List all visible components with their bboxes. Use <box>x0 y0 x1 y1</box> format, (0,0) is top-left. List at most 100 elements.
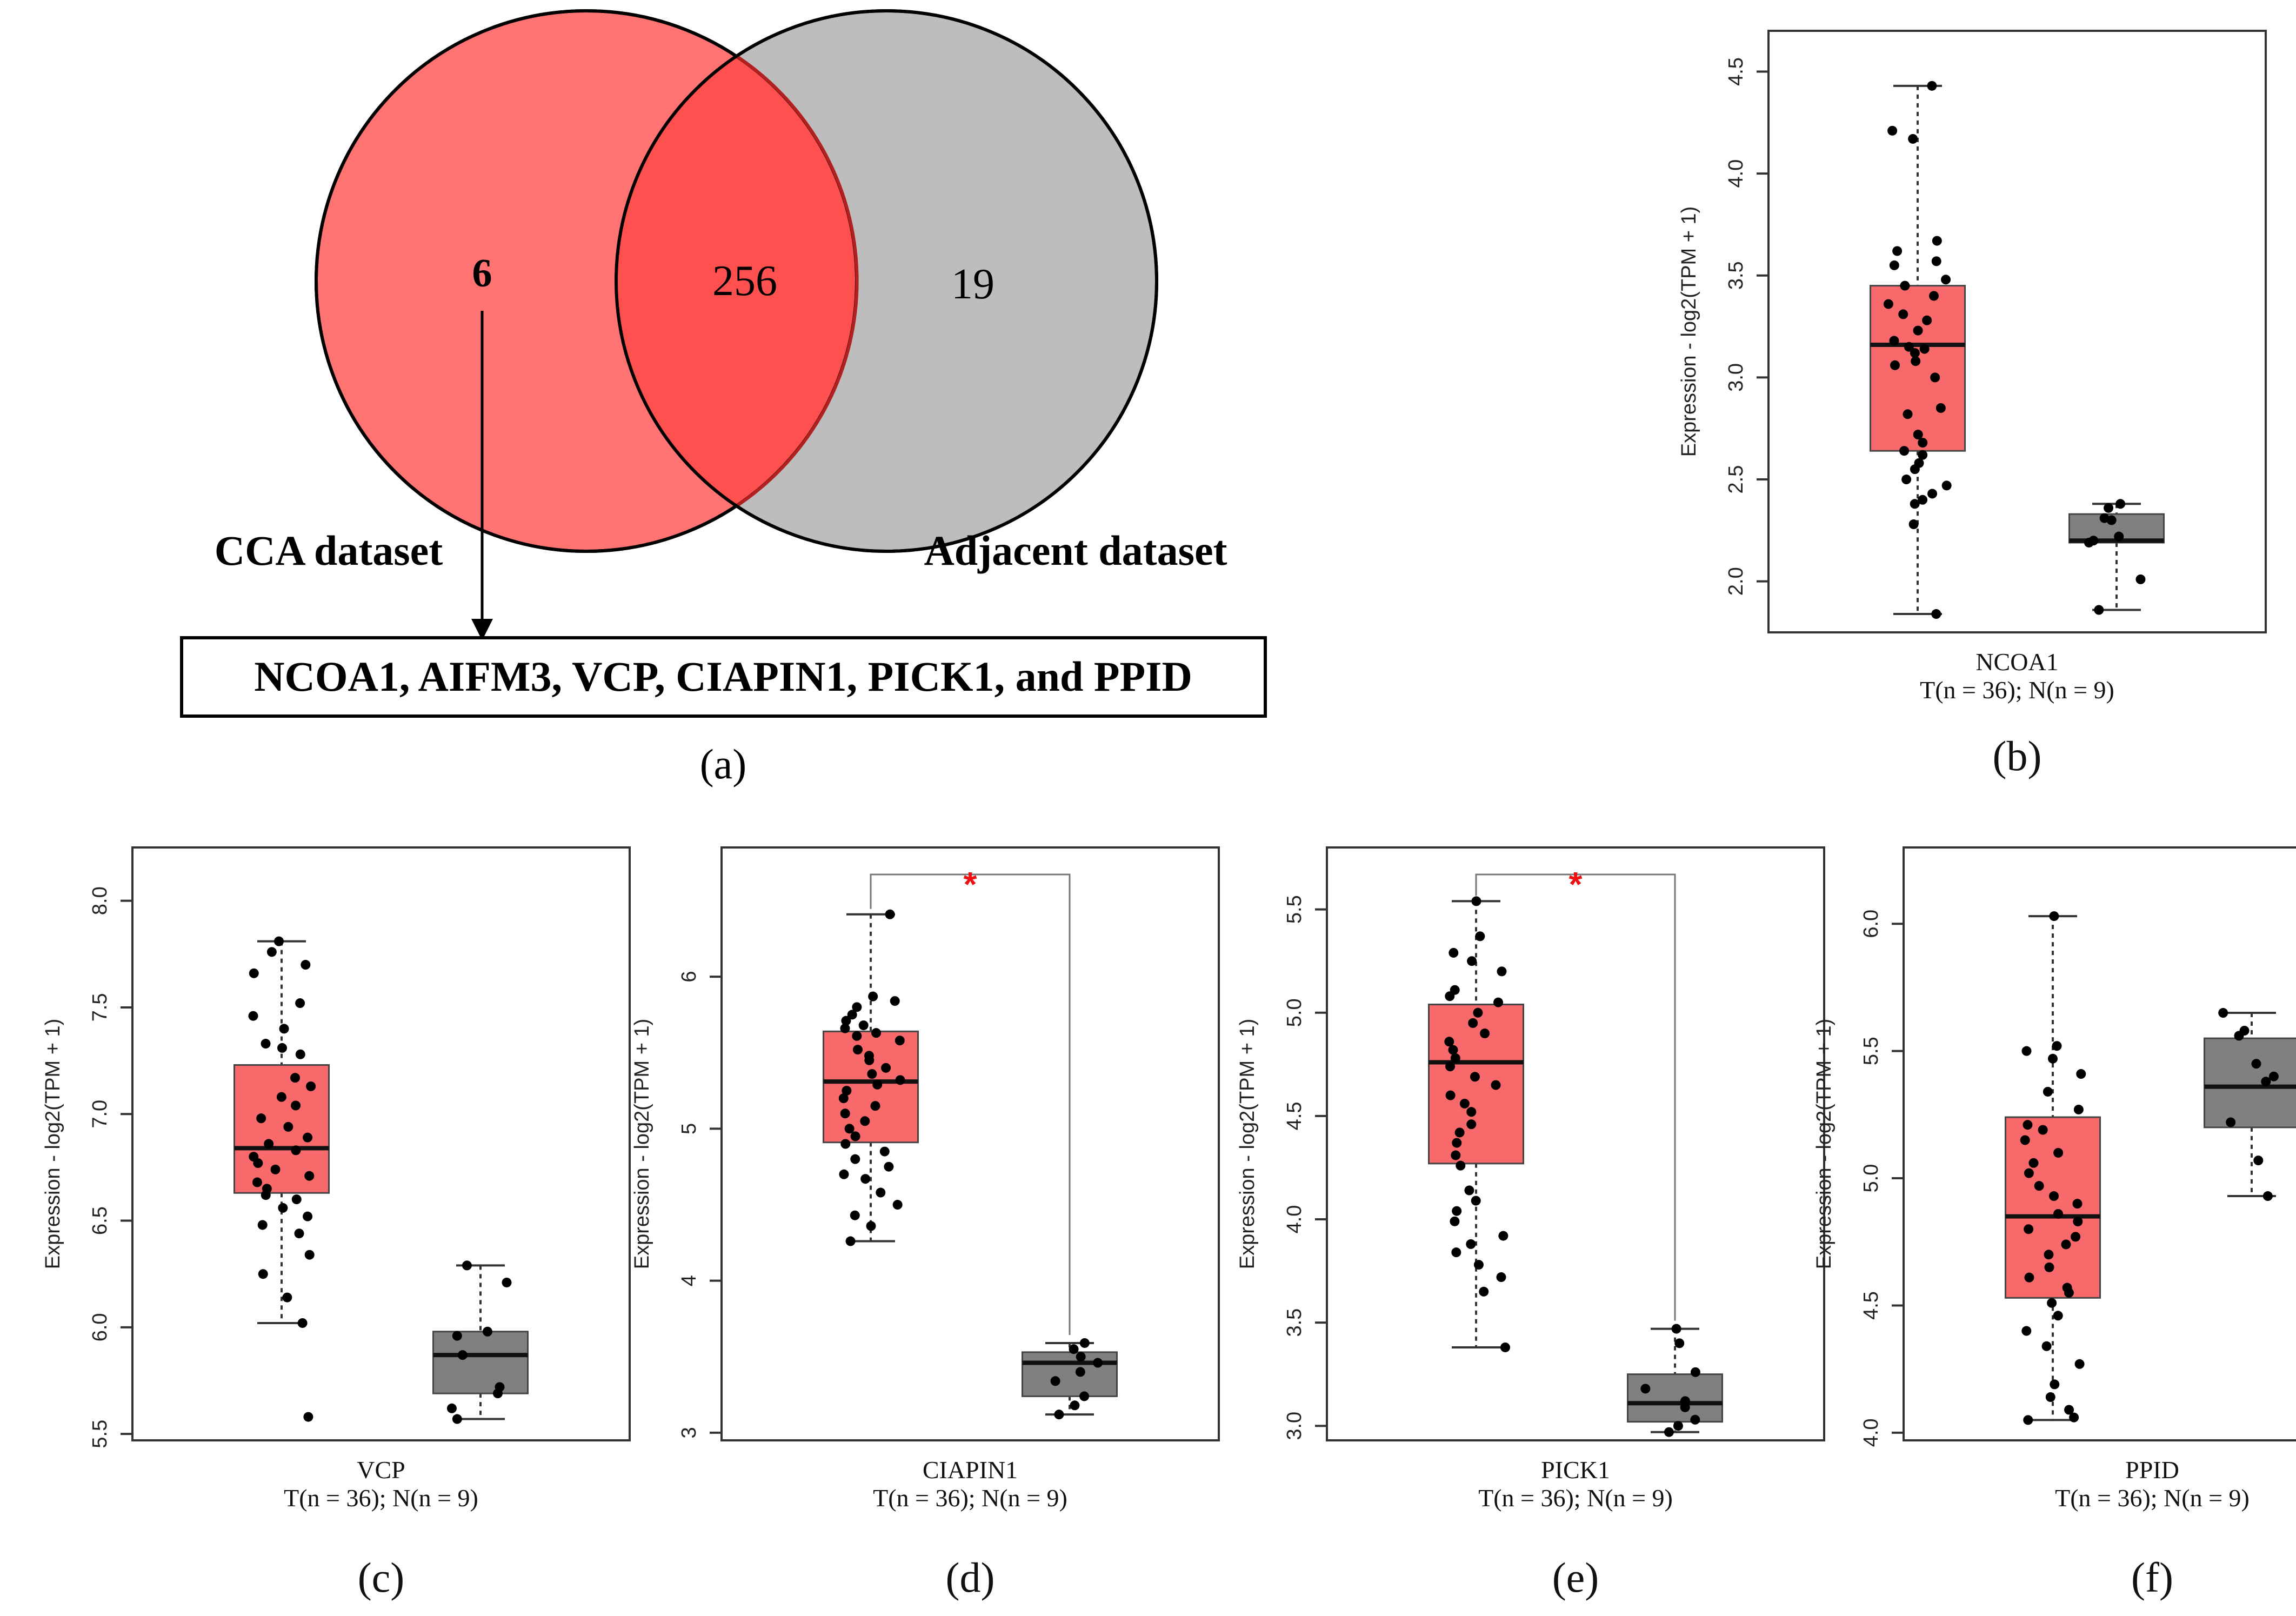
y-tick-label: 5.0 <box>1860 1164 1883 1193</box>
data-point <box>2076 1069 2086 1079</box>
data-point <box>1919 344 1930 354</box>
data-point <box>2021 1046 2032 1056</box>
data-point <box>1445 1090 1456 1100</box>
data-point <box>2047 1053 2058 1064</box>
box-group-t <box>2005 911 2101 1425</box>
data-point <box>303 1412 313 1422</box>
data-point <box>840 1023 850 1033</box>
data-point <box>1491 1080 1501 1090</box>
data-point <box>871 1028 882 1038</box>
data-point <box>1480 1029 1490 1039</box>
data-point <box>860 1174 871 1184</box>
data-point <box>1680 1402 1690 1412</box>
boxplot-ciapin1: 3 4 5 6 Expression - log2(TPM + 1) * CIAPIN1T(… <box>631 846 1220 1601</box>
plot-frame <box>1326 846 1825 1441</box>
data-point <box>2020 1135 2030 1145</box>
data-point <box>1908 133 1918 144</box>
data-point <box>2024 1272 2034 1283</box>
data-point <box>1459 1098 1470 1109</box>
y-tick-label: 3.5 <box>1283 1308 1306 1337</box>
data-point <box>2104 503 2114 513</box>
data-point <box>890 996 900 1006</box>
data-point <box>1445 1061 1456 1072</box>
data-point <box>2053 1208 2064 1219</box>
panel-label: (c) <box>358 1554 405 1601</box>
data-point <box>2226 1117 2236 1127</box>
data-point <box>2047 1298 2057 1308</box>
gene-label: CIAPIN1 <box>923 1456 1018 1484</box>
data-point <box>2073 1217 2083 1227</box>
data-point <box>844 1124 855 1134</box>
data-point <box>462 1260 472 1271</box>
y-tick-label: 4.5 <box>1860 1291 1883 1320</box>
iqr-box <box>1428 1003 1524 1165</box>
data-point <box>1471 1196 1481 1206</box>
sample-size-label: T(n = 36); N(n = 9) <box>2055 1484 2250 1512</box>
box-group-n <box>1627 1324 1723 1437</box>
data-point <box>884 1161 894 1172</box>
data-point <box>2023 1120 2033 1130</box>
data-point <box>2043 1086 2053 1097</box>
data-point <box>1451 1247 1461 1258</box>
data-point <box>1904 342 1914 352</box>
data-point <box>1497 966 1507 977</box>
data-point <box>1892 246 1903 256</box>
data-point <box>1479 1286 1489 1297</box>
panel-label: (e) <box>1552 1554 1599 1601</box>
data-point <box>1452 1206 1462 1216</box>
data-point <box>2251 1059 2261 1069</box>
y-tick-label: 2.0 <box>1725 567 1747 596</box>
significance-star: * <box>964 865 977 904</box>
gene-label: NCOA1 <box>1975 648 2058 676</box>
data-point <box>249 968 259 978</box>
significance-bracket <box>870 873 1071 1335</box>
y-tick-label: 6.0 <box>1860 910 1883 938</box>
data-point <box>256 1113 266 1124</box>
data-point <box>1069 1344 1079 1354</box>
data-point <box>1448 1045 1458 1055</box>
data-point <box>1079 1338 1090 1348</box>
data-point <box>1929 291 1939 301</box>
data-point <box>876 1187 886 1198</box>
data-point <box>2094 605 2104 615</box>
data-point <box>2262 1191 2273 1201</box>
data-point <box>1913 430 1923 440</box>
data-point <box>1493 997 1504 1007</box>
data-point <box>2045 1392 2055 1402</box>
data-point <box>1452 1138 1462 1148</box>
data-point <box>1093 1358 1103 1368</box>
panel-label-a: (a) <box>700 740 747 787</box>
data-point <box>1079 1391 1090 1401</box>
data-point <box>858 1020 869 1031</box>
data-point <box>1887 125 1898 136</box>
data-point <box>283 1121 293 1132</box>
data-point <box>2072 1199 2083 1209</box>
y-tick-label: 6.0 <box>89 1313 111 1341</box>
data-point <box>266 947 277 957</box>
significance-star: * <box>1569 865 1583 904</box>
data-point <box>1454 1127 1465 1138</box>
data-point <box>1901 475 1912 485</box>
data-point <box>1450 1216 1460 1226</box>
y-tick-label: 8.0 <box>89 886 111 915</box>
data-point <box>261 1190 271 1200</box>
data-point <box>2021 1326 2032 1336</box>
data-point <box>1900 281 1910 291</box>
data-point <box>860 1116 870 1126</box>
data-point <box>1475 931 1485 941</box>
data-point <box>2218 1008 2228 1018</box>
iqr-box <box>432 1331 529 1394</box>
iqr-box <box>823 1030 919 1144</box>
data-point <box>1889 260 1899 270</box>
data-point <box>892 1200 903 1210</box>
data-point <box>253 1158 263 1168</box>
data-point <box>847 1010 857 1020</box>
y-tick-label: 4.0 <box>1283 1205 1306 1234</box>
data-point <box>881 1063 891 1073</box>
data-point <box>1889 336 1899 346</box>
data-point <box>301 960 311 970</box>
iqr-box <box>1870 285 1966 452</box>
data-point <box>278 1203 288 1213</box>
data-point <box>840 1109 850 1119</box>
data-point <box>2050 1379 2060 1390</box>
